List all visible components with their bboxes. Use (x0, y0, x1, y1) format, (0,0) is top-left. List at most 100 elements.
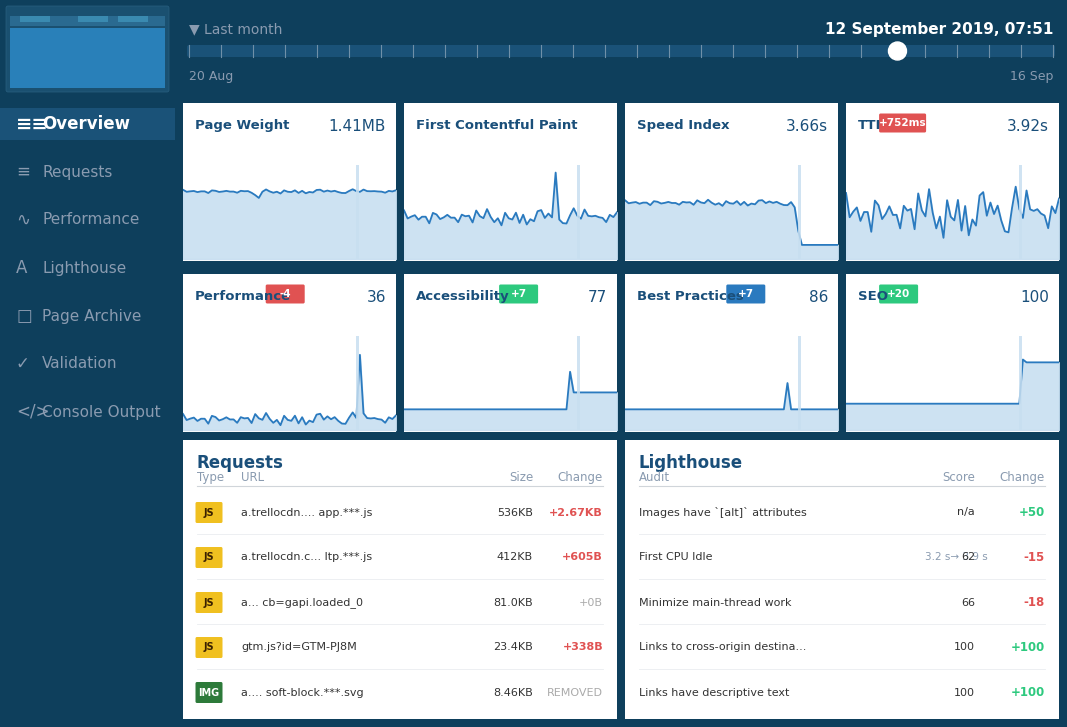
Bar (798, 165, 801, 259)
FancyBboxPatch shape (879, 284, 918, 303)
Text: REMOVED: REMOVED (547, 688, 603, 697)
Text: a... cb=gapi.loaded_0: a... cb=gapi.loaded_0 (241, 597, 363, 608)
Text: IMG: IMG (198, 688, 220, 697)
Text: ▼ Last month: ▼ Last month (189, 22, 283, 36)
Text: +2.67KB: +2.67KB (550, 507, 603, 518)
Text: -18: -18 (1023, 596, 1045, 609)
Text: +605B: +605B (562, 553, 603, 563)
Text: 3.66s: 3.66s (786, 119, 828, 134)
Text: Links to cross-origin destina...: Links to cross-origin destina... (639, 643, 807, 653)
Text: 81.0KB: 81.0KB (493, 598, 534, 608)
Text: 8.46KB: 8.46KB (493, 688, 534, 697)
Text: First CPU Idle: First CPU Idle (639, 553, 713, 563)
FancyBboxPatch shape (622, 100, 841, 263)
Text: +100: +100 (1010, 641, 1045, 654)
Text: +20: +20 (887, 289, 910, 299)
Text: Page Archive: Page Archive (42, 308, 141, 324)
Text: a.trellocdn.c... ltp.***.js: a.trellocdn.c... ltp.***.js (241, 553, 372, 563)
Text: Page Weight: Page Weight (195, 119, 289, 132)
FancyBboxPatch shape (187, 45, 1055, 57)
Bar (10, 28, 165, 88)
FancyBboxPatch shape (622, 438, 1062, 721)
Text: Console Output: Console Output (42, 404, 161, 419)
Text: Validation: Validation (42, 356, 117, 371)
FancyBboxPatch shape (401, 100, 620, 263)
FancyBboxPatch shape (622, 271, 841, 435)
Text: a.trellocdn.... app.***.js: a.trellocdn.... app.***.js (241, 507, 372, 518)
Text: SEO: SEO (858, 290, 888, 303)
Circle shape (889, 42, 907, 60)
Text: 536KB: 536KB (497, 507, 534, 518)
Text: 100: 100 (954, 688, 975, 697)
Text: Performance: Performance (42, 212, 140, 228)
Text: ∿: ∿ (16, 211, 30, 229)
Bar (577, 336, 580, 430)
Text: +50: +50 (1019, 506, 1045, 519)
Text: Change: Change (558, 471, 603, 484)
Text: TTI: TTI (858, 119, 881, 132)
Bar (356, 165, 360, 259)
Text: 16 Sep: 16 Sep (1009, 70, 1053, 83)
Bar (577, 165, 580, 259)
Text: 36: 36 (366, 290, 386, 305)
Text: 12 September 2019, 07:51: 12 September 2019, 07:51 (825, 22, 1053, 37)
Bar (118, 16, 148, 22)
Text: JS: JS (204, 553, 214, 563)
FancyBboxPatch shape (401, 271, 620, 435)
Text: Type: Type (197, 471, 224, 484)
Bar (1019, 165, 1022, 259)
Bar (356, 336, 360, 430)
FancyBboxPatch shape (879, 113, 926, 132)
Text: Images have `[alt]` attributes: Images have `[alt]` attributes (639, 507, 807, 518)
Text: +7: +7 (510, 289, 527, 299)
Text: JS: JS (204, 643, 214, 653)
Text: Change: Change (1000, 471, 1045, 484)
FancyBboxPatch shape (195, 637, 223, 658)
Text: 412KB: 412KB (497, 553, 534, 563)
Text: +100: +100 (1010, 686, 1045, 699)
Bar (1019, 336, 1022, 430)
FancyBboxPatch shape (195, 682, 223, 703)
Text: Accessibility: Accessibility (416, 290, 510, 303)
Text: Requests: Requests (197, 454, 284, 472)
Text: ≡≡: ≡≡ (16, 114, 49, 134)
Text: Overview: Overview (42, 115, 130, 133)
Text: 100: 100 (954, 643, 975, 653)
FancyBboxPatch shape (499, 284, 538, 303)
Text: n/a: n/a (957, 507, 975, 518)
Text: 23.4KB: 23.4KB (493, 643, 534, 653)
Text: a.... soft-block.***.svg: a.... soft-block.***.svg (241, 688, 364, 697)
Text: JS: JS (204, 507, 214, 518)
Text: ✓: ✓ (16, 355, 30, 373)
Bar (10, 16, 165, 26)
Text: Audit: Audit (639, 471, 670, 484)
Text: 77: 77 (588, 290, 607, 305)
FancyBboxPatch shape (844, 100, 1062, 263)
FancyBboxPatch shape (180, 271, 398, 435)
Text: JS: JS (204, 598, 214, 608)
FancyBboxPatch shape (195, 547, 223, 568)
Bar (20, 16, 50, 22)
Text: Performance: Performance (195, 290, 291, 303)
Text: URL: URL (241, 471, 265, 484)
Text: Score: Score (942, 471, 975, 484)
FancyBboxPatch shape (195, 592, 223, 613)
Text: gtm.js?id=GTM-PJ8M: gtm.js?id=GTM-PJ8M (241, 643, 356, 653)
Text: +752ms: +752ms (879, 118, 926, 128)
Text: 20 Aug: 20 Aug (189, 70, 234, 83)
Text: +338B: +338B (562, 643, 603, 653)
Text: 3.92s: 3.92s (1007, 119, 1049, 134)
Bar (78, 16, 108, 22)
Text: 62: 62 (961, 553, 975, 563)
FancyBboxPatch shape (844, 271, 1062, 435)
Text: □: □ (16, 307, 32, 325)
Text: Size: Size (509, 471, 534, 484)
Text: Links have descriptive text: Links have descriptive text (639, 688, 790, 697)
Text: Requests: Requests (42, 164, 112, 180)
FancyBboxPatch shape (6, 6, 169, 92)
Text: Speed Index: Speed Index (637, 119, 730, 132)
FancyBboxPatch shape (195, 502, 223, 523)
Text: Lighthouse: Lighthouse (639, 454, 743, 472)
Text: +7: +7 (737, 289, 754, 299)
FancyBboxPatch shape (727, 284, 765, 303)
